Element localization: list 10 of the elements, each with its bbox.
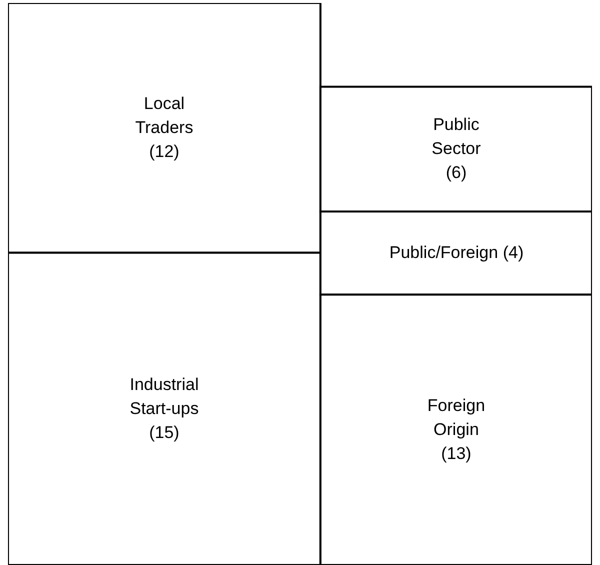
category-label: Public Sector xyxy=(432,115,482,158)
data-label: (15) xyxy=(149,422,180,442)
data-label: (12) xyxy=(149,142,180,161)
category-label: Public/Foreign xyxy=(389,243,498,262)
category-label: Foreign Origin xyxy=(427,396,486,439)
category-label: Local Traders xyxy=(135,94,194,137)
data-label: (6) xyxy=(446,163,467,182)
data-label: (4) xyxy=(502,243,524,262)
category-label: Industrial Start-ups xyxy=(130,374,199,418)
data-label: (13) xyxy=(441,444,472,463)
